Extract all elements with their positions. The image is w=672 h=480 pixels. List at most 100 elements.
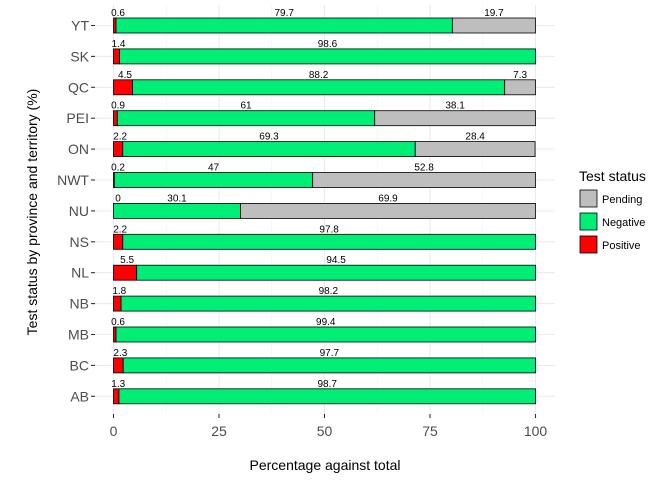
bar-segment-negative bbox=[115, 17, 453, 34]
bar-segment-pending bbox=[504, 79, 536, 96]
data-labels: 0.6 79.7 19.7 1.4 98.6 4.5 88.2 7.3 0.9 61 38.1 2.2… bbox=[111, 8, 527, 390]
data-label-pending: 52.8 bbox=[414, 163, 434, 174]
bar-segment-pending bbox=[451, 17, 536, 34]
legend-entry-positive: Positive bbox=[579, 235, 641, 254]
data-label-negative: 79.7 bbox=[274, 8, 294, 19]
bar-segment-positive bbox=[113, 79, 133, 96]
bar-segment-positive bbox=[113, 388, 120, 405]
bar-segment-negative bbox=[132, 79, 506, 96]
bar-row-nwt bbox=[113, 172, 536, 188]
y-axis-title: Test status by province and territory (%… bbox=[24, 89, 40, 336]
y-tick-label: NL bbox=[71, 265, 89, 281]
data-label-positive: 0.6 bbox=[111, 317, 125, 328]
bar-segment-negative bbox=[118, 388, 536, 405]
bar-segment-negative bbox=[115, 326, 536, 343]
x-tick-label: 50 bbox=[317, 423, 333, 439]
bar-row-nb bbox=[113, 295, 536, 312]
bar-segment-negative bbox=[113, 202, 241, 219]
data-label-positive: 2.2 bbox=[113, 224, 127, 235]
data-label-positive: 0.6 bbox=[111, 8, 125, 19]
data-label-negative: 47 bbox=[208, 163, 220, 174]
y-tick-label: ON bbox=[68, 141, 89, 157]
data-label-pending: 38.1 bbox=[445, 101, 465, 112]
bar-segment-negative bbox=[113, 172, 314, 188]
bar-segment-pending bbox=[312, 172, 536, 188]
data-label-positive: 0.2 bbox=[111, 163, 125, 174]
data-label-positive: 0.9 bbox=[111, 101, 125, 112]
data-label-negative: 97.8 bbox=[319, 224, 339, 235]
bar-segment-negative bbox=[122, 357, 536, 374]
bar-row-sk bbox=[113, 48, 536, 65]
bar-row-nu bbox=[113, 202, 536, 219]
bar-row-on bbox=[113, 141, 536, 158]
y-tick-label: MB bbox=[68, 327, 89, 343]
bar-segment-pending bbox=[414, 141, 536, 158]
data-label-negative: 69.3 bbox=[259, 132, 279, 143]
y-tick-label: AB bbox=[70, 388, 89, 404]
bar-row-pei bbox=[113, 110, 536, 127]
legend-title: Test status bbox=[579, 168, 646, 184]
y-tick-label: YT bbox=[71, 18, 89, 34]
bar-row-ns bbox=[113, 233, 536, 250]
data-label-negative: 99.4 bbox=[316, 317, 336, 328]
legend-entry-negative: Negative bbox=[579, 212, 645, 231]
data-label-pending: 69.9 bbox=[378, 193, 398, 204]
legend-key bbox=[579, 189, 598, 208]
legend-entry-pending: Pending bbox=[579, 189, 642, 208]
x-tick-label: 0 bbox=[110, 423, 118, 439]
data-label-negative: 98.2 bbox=[319, 286, 339, 297]
data-label-positive: 1.4 bbox=[112, 39, 126, 50]
bar-segment-positive bbox=[113, 48, 120, 65]
bar-segment-pending bbox=[240, 202, 536, 219]
legend-key bbox=[579, 212, 598, 231]
bar-row-yt bbox=[113, 17, 536, 34]
y-tick-label: PEI bbox=[66, 110, 89, 126]
legend-label: Pending bbox=[602, 194, 642, 206]
bar-segment-negative bbox=[120, 295, 536, 312]
x-tick-label: 100 bbox=[524, 423, 548, 439]
data-label-positive: 1.3 bbox=[111, 379, 125, 390]
legend-key bbox=[579, 235, 598, 254]
x-axis: 0 25 50 75 100 bbox=[110, 414, 548, 439]
legend: Test status Pending Negative Positive bbox=[579, 168, 646, 254]
bar-segment-positive bbox=[113, 295, 122, 312]
data-label-negative: 98.7 bbox=[318, 379, 338, 390]
data-label-positive: 2.3 bbox=[113, 348, 127, 359]
data-label-pending: 19.7 bbox=[484, 8, 504, 19]
data-label-positive: 4.5 bbox=[118, 70, 132, 81]
bar-segment-positive bbox=[113, 264, 138, 281]
data-label-pending: 28.4 bbox=[465, 132, 485, 143]
data-label-positive: 2.2 bbox=[113, 132, 127, 143]
bar-row-ab bbox=[113, 388, 536, 405]
y-tick-label: BC bbox=[70, 357, 89, 373]
bars bbox=[113, 17, 536, 405]
y-tick-label: SK bbox=[70, 48, 89, 64]
y-tick-label: QC bbox=[68, 79, 89, 95]
bar-segment-pending bbox=[374, 110, 536, 127]
data-label-negative: 30.1 bbox=[167, 193, 187, 204]
y-axis: YT SK QC PEI ON NWT NU NS NL NB MB BC AB bbox=[57, 18, 95, 404]
bar-segment-negative bbox=[122, 233, 536, 250]
data-label-negative: 88.2 bbox=[309, 70, 329, 81]
data-label-negative: 94.5 bbox=[326, 255, 346, 266]
bar-row-nl bbox=[113, 264, 536, 281]
bar-segment-positive bbox=[113, 357, 124, 374]
bar-row-bc bbox=[113, 357, 536, 374]
data-label-positive: 0 bbox=[115, 193, 121, 204]
legend-label: Positive bbox=[602, 240, 641, 252]
data-label-pending: 7.3 bbox=[513, 70, 527, 81]
bar-segment-negative bbox=[122, 141, 416, 158]
x-tick-label: 25 bbox=[211, 423, 227, 439]
data-label-negative: 61 bbox=[240, 101, 252, 112]
bar-segment-positive bbox=[113, 110, 118, 127]
bar-segment-positive bbox=[113, 141, 124, 158]
data-label-positive: 1.8 bbox=[112, 286, 126, 297]
data-label-positive: 5.5 bbox=[120, 255, 134, 266]
bar-segment-negative bbox=[119, 48, 536, 65]
x-tick-label: 75 bbox=[422, 423, 438, 439]
bar-segment-negative bbox=[136, 264, 536, 281]
y-tick-label: NU bbox=[69, 203, 89, 219]
data-label-negative: 98.6 bbox=[318, 39, 338, 50]
